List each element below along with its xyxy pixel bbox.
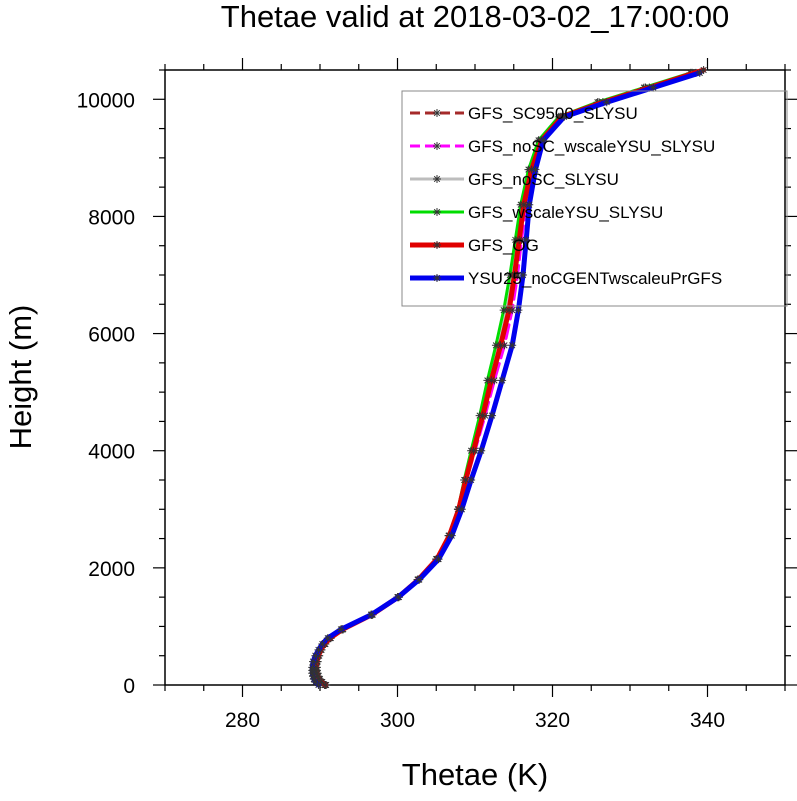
y-tick-label: 6000	[88, 324, 135, 347]
series-point	[323, 634, 332, 643]
legend-marker	[433, 175, 441, 183]
series-point	[515, 235, 524, 244]
legend-label: GFS_SC9500_SLYSU	[468, 104, 638, 123]
series-point	[539, 136, 548, 145]
series-point	[488, 411, 497, 420]
series-point	[434, 555, 443, 564]
series-point	[699, 66, 708, 74]
series-point	[312, 669, 321, 678]
series-point	[519, 271, 528, 279]
y-axis-label: Height (m)	[3, 305, 38, 450]
series-point	[318, 640, 327, 648]
series-point	[514, 306, 523, 315]
series-point	[499, 306, 508, 315]
series-point	[314, 681, 323, 689]
x-axis-label: Thetae (K)	[402, 757, 548, 792]
legend-marker	[433, 241, 441, 249]
legend-marker	[433, 142, 441, 150]
series-line	[314, 71, 698, 687]
series-point	[309, 675, 318, 684]
x-tick-label: 300	[380, 709, 415, 732]
series-point	[461, 476, 470, 484]
y-tick-label: 0	[123, 675, 135, 698]
series-point	[510, 271, 519, 279]
series-point	[477, 446, 486, 455]
series-point	[469, 446, 478, 455]
series-point	[602, 98, 611, 107]
series-point	[447, 531, 456, 540]
series-line	[313, 67, 707, 688]
series-group	[312, 68, 700, 689]
series-point	[560, 112, 569, 121]
series-point	[478, 411, 487, 420]
series-point	[695, 68, 704, 77]
legend: GFS_SC9500_SLYSU GFS_noSC_wscaleYSU_SLYSU…	[401, 90, 788, 307]
plot-frame	[164, 69, 786, 686]
series-point	[525, 200, 534, 209]
series-point	[367, 610, 376, 619]
series-point	[309, 657, 318, 666]
series-point	[505, 271, 514, 279]
series-point	[311, 678, 320, 687]
legend-label: GFS_OG	[468, 236, 539, 255]
y-tick-label: 2000	[88, 558, 135, 581]
series-point	[314, 645, 323, 654]
legend-marker	[433, 208, 441, 216]
legend-marker	[433, 274, 441, 282]
series-point	[315, 675, 324, 684]
chart-title: Thetae valid at 2018-03-02_17:00:00	[221, 0, 729, 34]
series-point	[311, 651, 320, 660]
series-point	[309, 672, 318, 681]
series-point	[415, 575, 424, 584]
y-tick-label: 4000	[88, 441, 135, 464]
series-point	[522, 235, 531, 244]
series-point	[336, 625, 345, 634]
x-tick-label: 340	[690, 709, 725, 732]
y-tick-label: 10000	[77, 89, 135, 112]
series-group	[308, 68, 704, 689]
legend-label: YSU25_noCGENTwscaleuPrGFS	[468, 269, 722, 288]
legend-marker	[433, 109, 441, 117]
series-point	[313, 672, 322, 681]
series-point	[394, 593, 403, 602]
series-point	[467, 476, 476, 484]
series-point	[457, 505, 466, 514]
series-point	[308, 663, 317, 672]
x-tick-label: 320	[535, 709, 570, 732]
series-point	[321, 681, 330, 689]
legend-label: GFS_noSC_wscaleYSU_SLYSU	[468, 137, 715, 156]
plot-area: 280 300 320 340 0 2000 4000 6000 8000 10000	[77, 58, 797, 732]
series-group	[312, 66, 708, 689]
series-point	[505, 306, 514, 315]
series-point	[531, 165, 540, 174]
series-point	[498, 376, 507, 385]
series-point	[491, 341, 500, 350]
series-point	[496, 341, 505, 350]
series-point	[519, 200, 528, 209]
legend-label: GFS_noSC_SLYSU	[468, 170, 619, 189]
x-tick-label: 280	[225, 709, 260, 732]
legend-label: GFS_wscaleYSU_SLYSU	[468, 203, 663, 222]
y-tick-label: 8000	[88, 206, 135, 229]
series-point	[487, 376, 496, 385]
series-point	[649, 83, 658, 92]
series-line	[309, 70, 703, 688]
series-point	[508, 341, 517, 350]
legend-box	[401, 90, 788, 307]
